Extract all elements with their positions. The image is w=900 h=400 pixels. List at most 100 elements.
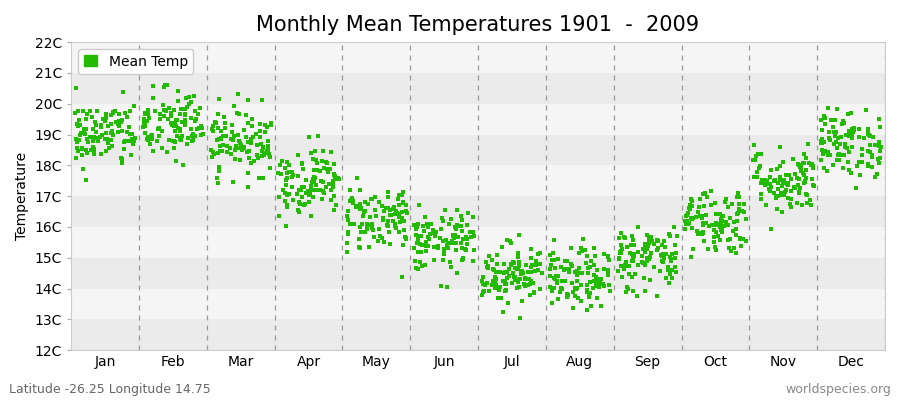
Point <box>551 256 565 263</box>
Point <box>626 251 640 258</box>
Point <box>640 258 654 264</box>
Point <box>257 129 272 136</box>
Point <box>787 184 801 191</box>
Point <box>365 225 380 231</box>
Point <box>667 255 681 261</box>
Point <box>341 230 356 237</box>
Point <box>255 97 269 104</box>
Point <box>86 126 100 132</box>
Point <box>625 258 639 265</box>
Point <box>411 202 426 208</box>
Point <box>176 161 190 168</box>
Point <box>500 299 515 306</box>
Point <box>804 162 818 168</box>
Point <box>204 154 219 161</box>
Point <box>620 263 634 270</box>
Point <box>696 221 710 228</box>
Point <box>777 192 791 198</box>
Point <box>845 144 859 150</box>
Point <box>191 111 205 117</box>
Point <box>433 235 447 242</box>
Point <box>802 160 816 166</box>
Point <box>488 285 502 291</box>
Point <box>374 232 388 239</box>
Point <box>587 272 601 278</box>
Point <box>349 203 364 209</box>
Point <box>531 266 545 273</box>
Point <box>459 236 473 242</box>
Point <box>258 150 273 156</box>
Point <box>280 201 294 208</box>
Point <box>734 243 748 250</box>
Point <box>494 295 508 301</box>
Point <box>178 116 193 123</box>
Point <box>419 243 434 250</box>
Point <box>768 177 782 184</box>
Point <box>421 224 436 230</box>
Point <box>263 154 277 160</box>
Point <box>216 133 230 139</box>
Point <box>242 155 256 161</box>
Point <box>73 122 87 129</box>
Point <box>707 244 722 250</box>
Point <box>611 268 625 274</box>
Point <box>816 139 831 146</box>
Title: Monthly Mean Temperatures 1901  -  2009: Monthly Mean Temperatures 1901 - 2009 <box>256 15 699 35</box>
Point <box>543 251 557 258</box>
Point <box>156 102 170 108</box>
Point <box>358 208 373 214</box>
Point <box>866 134 880 140</box>
Point <box>572 265 586 271</box>
Point <box>409 265 423 271</box>
Point <box>626 253 641 260</box>
Point <box>626 288 640 294</box>
Point <box>125 136 140 142</box>
Point <box>454 257 469 263</box>
Point <box>272 194 286 200</box>
Bar <box>71 42 885 73</box>
Point <box>498 281 512 287</box>
Point <box>758 181 772 188</box>
Point <box>613 250 627 256</box>
Point <box>622 263 636 269</box>
Point <box>524 269 538 276</box>
Point <box>87 134 102 140</box>
Point <box>796 160 811 166</box>
Point <box>189 116 203 122</box>
Point <box>603 287 617 294</box>
Point <box>238 134 253 140</box>
Point <box>410 240 425 246</box>
Point <box>106 110 121 116</box>
Point <box>428 232 442 239</box>
Point <box>421 236 436 242</box>
Point <box>161 116 176 122</box>
Point <box>454 240 468 246</box>
Point <box>817 148 832 154</box>
Point <box>797 159 812 166</box>
Point <box>278 182 293 188</box>
Point <box>814 147 829 153</box>
Point <box>798 178 813 184</box>
Point <box>362 243 376 250</box>
Point <box>562 266 576 272</box>
Point <box>138 130 152 136</box>
Point <box>507 270 521 276</box>
Point <box>354 205 368 212</box>
Point <box>155 145 169 151</box>
Point <box>806 165 820 172</box>
Point <box>803 197 817 204</box>
Point <box>696 230 710 236</box>
Point <box>320 166 334 172</box>
Point <box>774 190 788 196</box>
Point <box>353 245 367 252</box>
Point <box>296 166 310 172</box>
Point <box>331 175 346 181</box>
Point <box>548 276 562 282</box>
Point <box>638 261 652 268</box>
Point <box>834 133 849 140</box>
Point <box>747 174 761 180</box>
Point <box>775 208 789 215</box>
Point <box>113 119 128 125</box>
Point <box>208 120 222 126</box>
Point <box>735 236 750 242</box>
